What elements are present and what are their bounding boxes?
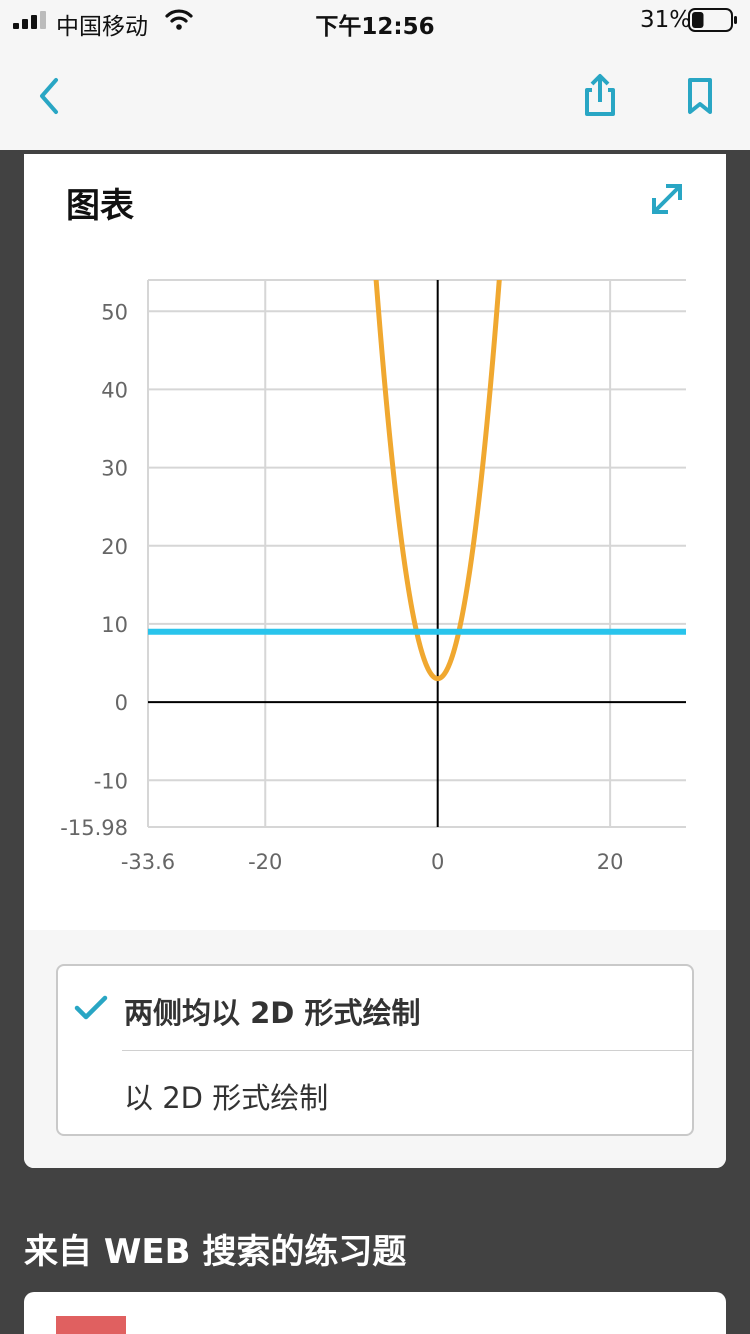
y-tick-label: 30 bbox=[101, 457, 128, 481]
graph-plot[interactable]: 50 40 30 20 10 0 -10 -15.98 -33.6 -20 0 20 bbox=[24, 154, 726, 930]
series-line-parabola bbox=[373, 280, 502, 682]
back-icon[interactable] bbox=[30, 74, 70, 118]
practice-card[interactable] bbox=[24, 1292, 726, 1334]
option-plot-2d[interactable]: 以 2D 形式绘制 bbox=[58, 1051, 692, 1135]
y-tick-label: 50 bbox=[101, 300, 128, 324]
battery-level bbox=[692, 12, 704, 28]
signal-icon bbox=[13, 11, 46, 29]
y-tick-label: 40 bbox=[101, 378, 128, 402]
y-tick-label: -10 bbox=[94, 769, 128, 793]
clock: 下午12:56 bbox=[315, 14, 435, 40]
y-tick-label: 20 bbox=[101, 535, 128, 559]
y-tick-label: 0 bbox=[115, 691, 128, 715]
wifi-icon bbox=[165, 9, 193, 30]
bookmark-icon[interactable] bbox=[684, 76, 716, 116]
option-label: 以 2D 形式绘制 bbox=[124, 1081, 329, 1115]
x-tick-label: 20 bbox=[597, 850, 624, 874]
practice-thumbnail bbox=[56, 1316, 126, 1334]
option-plot-both-sides-2d[interactable]: 两侧均以 2D 形式绘制 bbox=[58, 966, 692, 1050]
y-tick-label: 10 bbox=[101, 613, 128, 637]
share-icon[interactable] bbox=[580, 72, 620, 118]
battery-icon bbox=[688, 8, 737, 32]
checkmark-icon bbox=[74, 995, 108, 1020]
option-divider bbox=[122, 1050, 692, 1051]
x-tick-label: -33.6 bbox=[121, 850, 175, 874]
x-tick-label: -20 bbox=[248, 850, 282, 874]
expand-icon[interactable] bbox=[648, 180, 686, 218]
nav-bar bbox=[0, 40, 750, 150]
graph-card: 50 40 30 20 10 0 -10 -15.98 -33.6 -20 0 20 图表 两侧均以 … bbox=[24, 154, 726, 1168]
battery-percent: 31% bbox=[640, 7, 692, 33]
practice-section-title: 来自 WEB 搜索的练习题 bbox=[24, 1232, 407, 1272]
option-label: 两侧均以 2D 形式绘制 bbox=[124, 996, 421, 1030]
x-tick-label: 0 bbox=[431, 850, 444, 874]
status-bar: 中国移动 下午12:56 31% bbox=[0, 0, 750, 40]
graph-title: 图表 bbox=[66, 186, 134, 226]
carrier-name: 中国移动 bbox=[56, 14, 148, 40]
plot-options: 两侧均以 2D 形式绘制 以 2D 形式绘制 bbox=[24, 930, 726, 1168]
y-tick-label: -15.98 bbox=[60, 816, 128, 840]
plot-options-list: 两侧均以 2D 形式绘制 以 2D 形式绘制 bbox=[56, 964, 694, 1136]
